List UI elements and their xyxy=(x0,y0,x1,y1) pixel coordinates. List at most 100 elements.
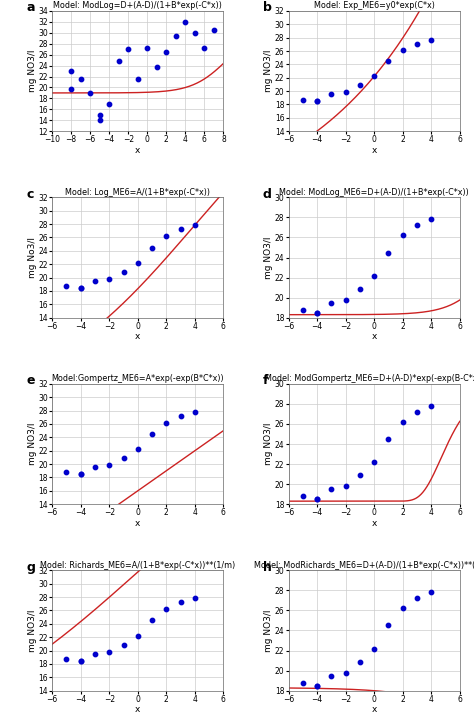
Point xyxy=(77,282,84,294)
Point xyxy=(177,224,184,236)
Point xyxy=(413,593,421,604)
Point xyxy=(77,655,84,667)
Point xyxy=(342,87,349,98)
Y-axis label: mg NO3/l: mg NO3/l xyxy=(264,236,273,278)
Point xyxy=(342,294,349,305)
Point xyxy=(370,457,378,468)
Point xyxy=(428,587,435,598)
Point xyxy=(148,428,156,440)
Point xyxy=(105,98,113,110)
Point xyxy=(399,416,407,427)
Point xyxy=(299,490,307,502)
Point xyxy=(63,466,70,478)
Point xyxy=(96,109,103,121)
Point xyxy=(428,400,435,411)
Title: Model: ModLog=D+(A-D)/(1+B*exp(-C*x)): Model: ModLog=D+(A-D)/(1+B*exp(-C*x)) xyxy=(54,1,222,10)
Point xyxy=(163,46,170,57)
Text: g: g xyxy=(27,561,36,574)
Point xyxy=(328,297,335,308)
Point xyxy=(115,55,123,67)
Text: c: c xyxy=(27,188,34,201)
Point xyxy=(182,16,189,28)
Point xyxy=(313,95,321,107)
Text: h: h xyxy=(263,561,272,574)
Point xyxy=(356,283,364,294)
Point xyxy=(105,646,113,658)
Y-axis label: mg NO3/l: mg NO3/l xyxy=(264,50,273,92)
Point xyxy=(342,481,349,492)
Text: d: d xyxy=(263,188,272,201)
X-axis label: x: x xyxy=(135,519,140,528)
Point xyxy=(86,87,94,99)
Y-axis label: mg NO3/l: mg NO3/l xyxy=(264,609,273,651)
Point xyxy=(370,270,378,281)
Point xyxy=(63,280,70,292)
Point xyxy=(163,603,170,615)
Point xyxy=(342,667,349,678)
Point xyxy=(144,42,151,54)
Point xyxy=(77,468,84,480)
Title: Model: ModLog_ME6=D+(A-D)/(1+B*exp(-C*x)): Model: ModLog_ME6=D+(A-D)/(1+B*exp(-C*x)… xyxy=(279,188,469,196)
Point xyxy=(356,656,364,667)
Point xyxy=(370,643,378,654)
Point xyxy=(77,73,84,85)
Point xyxy=(299,677,307,688)
Title: Model: Richards_ME6=A/(1+B*exp(-C*x))**(1/m): Model: Richards_ME6=A/(1+B*exp(-C*x))**(… xyxy=(40,561,236,569)
X-axis label: x: x xyxy=(135,705,140,714)
X-axis label: x: x xyxy=(372,146,377,155)
Point xyxy=(201,42,208,54)
Point xyxy=(370,71,378,82)
Point xyxy=(428,34,435,46)
Point xyxy=(399,230,407,241)
Point xyxy=(125,44,132,55)
Point xyxy=(120,639,128,651)
Point xyxy=(328,670,335,681)
Y-axis label: mg No3/l: mg No3/l xyxy=(28,237,37,278)
Point xyxy=(313,680,321,691)
Point xyxy=(172,30,180,41)
X-axis label: x: x xyxy=(372,519,377,528)
Point xyxy=(153,61,161,73)
Point xyxy=(134,73,142,85)
Point xyxy=(77,282,84,294)
Point xyxy=(413,39,421,50)
Point xyxy=(191,406,199,418)
Point xyxy=(148,614,156,626)
Point xyxy=(413,406,421,418)
Point xyxy=(91,275,99,286)
Point xyxy=(384,619,392,631)
Point xyxy=(120,266,128,278)
Point xyxy=(148,241,156,253)
Point xyxy=(328,483,335,495)
Point xyxy=(163,230,170,242)
Point xyxy=(356,470,364,481)
Point xyxy=(177,597,184,608)
Point xyxy=(210,24,218,36)
Point xyxy=(67,65,75,77)
Point xyxy=(313,680,321,691)
Y-axis label: mg NO3/l: mg NO3/l xyxy=(28,609,37,651)
Point xyxy=(428,214,435,225)
Text: a: a xyxy=(27,1,35,15)
Point xyxy=(399,603,407,614)
Point xyxy=(105,459,113,471)
Point xyxy=(134,443,142,455)
Point xyxy=(77,655,84,667)
Title: Model: ModRichards_ME6=D+(A-D)/(1+B*exp(-C*x))**(1/m): Model: ModRichards_ME6=D+(A-D)/(1+B*exp(… xyxy=(254,561,474,569)
Point xyxy=(120,452,128,464)
Y-axis label: mg NO3/l: mg NO3/l xyxy=(28,423,37,465)
Point xyxy=(328,89,335,100)
X-axis label: x: x xyxy=(135,146,140,155)
Point xyxy=(356,79,364,91)
Point xyxy=(134,257,142,269)
Point xyxy=(313,307,321,318)
Y-axis label: mg NO3/l: mg NO3/l xyxy=(264,423,273,465)
Title: Model: ModGompertz_ME6=D+(A-D)*exp(-exp(B-C*x)): Model: ModGompertz_ME6=D+(A-D)*exp(-exp(… xyxy=(265,374,474,383)
Point xyxy=(384,433,392,445)
Text: e: e xyxy=(27,374,35,387)
Point xyxy=(413,220,421,231)
Point xyxy=(313,95,321,107)
Point xyxy=(384,246,392,258)
Title: Model: Exp_ME6=y0*exp(C*x): Model: Exp_ME6=y0*exp(C*x) xyxy=(314,1,435,10)
Point xyxy=(191,27,199,39)
